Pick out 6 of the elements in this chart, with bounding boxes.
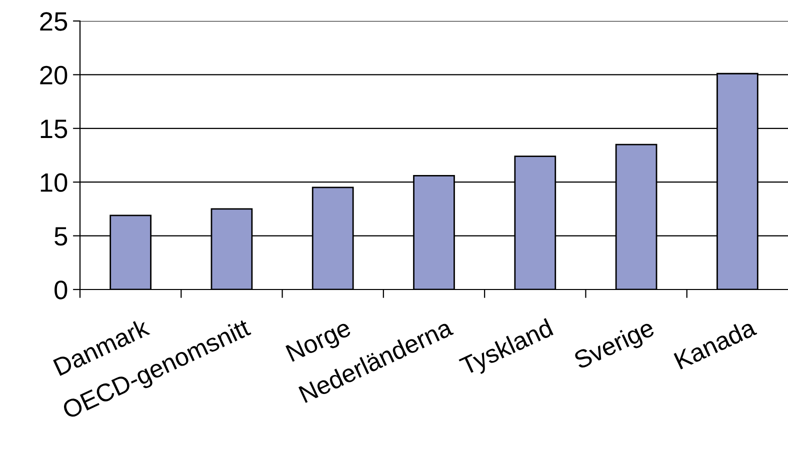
- y-tick-label: 5: [54, 227, 68, 246]
- y-tick-label: 15: [40, 120, 68, 138]
- y-tick-label: 25: [40, 12, 68, 31]
- y-tick-label: 10: [40, 173, 68, 192]
- y-tick-label: 20: [40, 66, 68, 85]
- y-tick-label: 0: [54, 280, 68, 300]
